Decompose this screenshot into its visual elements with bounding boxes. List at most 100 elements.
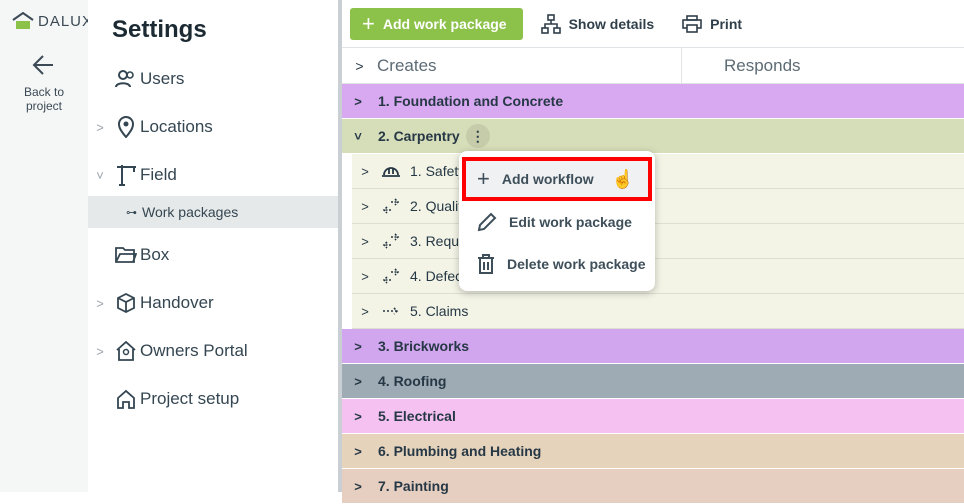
back-to-project-button[interactable]: Back to project — [0, 52, 88, 113]
chevron-right-icon[interactable]: > — [354, 93, 362, 109]
workflow-label: 5. Claims — [410, 303, 469, 319]
package-row[interactable]: >6. Plumbing and Heating — [342, 434, 964, 469]
more-vertical-icon[interactable]: ⋮ — [465, 124, 490, 148]
hand-cursor-icon: ☝ — [611, 168, 635, 189]
users-icon — [112, 70, 140, 88]
folder-open-icon — [112, 246, 140, 264]
context-menu: + Add workflow ☝ Edit work package Delete … — [459, 151, 655, 291]
workflow-label: 2. Quality — [410, 198, 470, 214]
add-work-package-button[interactable]: + Add work package — [350, 7, 523, 40]
button-label: Show details — [568, 15, 655, 32]
nav-item-box[interactable]: Box — [88, 239, 338, 271]
nav-item-project-setup[interactable]: Project setup — [88, 383, 338, 415]
exchange-icon — [378, 268, 404, 284]
nav-label: Owners Portal — [140, 341, 248, 360]
nav-label: Locations — [140, 117, 213, 136]
package-row[interactable]: ˅ 2. Carpentry ⋮ — [342, 119, 964, 154]
workflow-row[interactable]: >2. Quality — [352, 189, 964, 224]
chevron-right-icon[interactable]: > — [361, 233, 369, 249]
workflow-row[interactable]: >5. Claims — [352, 294, 964, 329]
chevron-right-icon[interactable]: > — [361, 198, 369, 214]
brand-name: DALUX — [38, 12, 94, 30]
column-headers: > Creates Responds — [342, 48, 964, 84]
printer-icon — [682, 14, 702, 33]
back-label: Back to project — [23, 85, 65, 113]
chevron-right-icon[interactable]: > — [361, 163, 369, 179]
package-label: 7. Painting — [378, 478, 449, 494]
chevron-right-icon[interactable]: > — [354, 373, 362, 389]
package-label: 4. Roofing — [378, 373, 447, 389]
button-label: Add work package — [382, 15, 507, 32]
plus-icon: + — [477, 166, 490, 191]
nav-item-field[interactable]: ˅ Field — [96, 164, 177, 186]
column-creates[interactable]: > Creates — [342, 48, 682, 83]
package-label: 1. Foundation and Concrete — [378, 93, 564, 109]
nav-label: Field — [140, 165, 177, 184]
package-label: 2. Carpentry — [378, 128, 460, 144]
nav-item-locations[interactable]: > Locations — [96, 116, 213, 138]
chevron-right-icon[interactable]: > — [354, 338, 362, 354]
nav-label: Project setup — [140, 389, 240, 408]
dalux-logo[interactable]: DALUX — [12, 12, 93, 30]
show-details-button[interactable]: Show details — [540, 13, 655, 34]
house-person-icon — [112, 341, 140, 361]
package-list: >1. Foundation and Concrete ˅ 2. Carpentry… — [342, 84, 964, 504]
crane-icon — [112, 164, 140, 186]
nav-label: Handover — [140, 293, 214, 312]
nav-item-work-packages[interactable]: ⊶ Work packages — [88, 196, 338, 228]
chevron-right-icon[interactable]: > — [355, 57, 364, 74]
nav-item-users[interactable]: Users — [88, 63, 338, 95]
menu-label: Edit work package — [509, 214, 632, 230]
location-pin-icon — [112, 116, 140, 138]
package-row[interactable]: >4. Roofing — [342, 364, 964, 399]
chevron-right-icon[interactable]: > — [361, 268, 369, 284]
chevron-down-icon[interactable]: ˅ — [354, 128, 362, 144]
home-icon — [112, 389, 140, 409]
workflow-row[interactable]: >3. Requests — [352, 224, 964, 259]
toolbar: + Add work package Show details Print — [342, 0, 964, 48]
settings-nav: Settings Users > Locations ˅ Field ⊶ Work p… — [88, 0, 338, 492]
nav-label: Work packages — [142, 204, 239, 220]
exchange-icon — [378, 233, 404, 249]
button-label: Print — [710, 15, 743, 32]
package-row[interactable]: >5. Electrical — [342, 399, 964, 434]
nav-item-owners-portal[interactable]: > Owners Portal — [96, 341, 248, 361]
nav-item-handover[interactable]: > Handover — [96, 293, 214, 313]
package-label: 5. Electrical — [378, 408, 456, 424]
package-row[interactable]: >3. Brickworks — [342, 329, 964, 364]
hierarchy-icon — [540, 13, 561, 34]
column-responds: Responds — [682, 48, 801, 83]
menu-label: Delete work package — [507, 256, 646, 272]
workflow-label: 1. Safety — [410, 163, 466, 179]
nav-label: Users — [140, 69, 185, 88]
column-label: Creates — [377, 55, 437, 75]
trash-icon — [478, 254, 494, 274]
pencil-icon — [477, 212, 497, 232]
package-row[interactable]: >7. Painting — [342, 469, 964, 504]
app-rail: DALUX Back to project — [0, 0, 92, 492]
nav-label: Box — [140, 245, 170, 264]
delete-work-package-menu-item[interactable]: Delete work package — [459, 243, 655, 285]
package-label: 3. Brickworks — [378, 338, 470, 354]
workflow-row[interactable]: >4. Defects — [352, 259, 964, 294]
box-icon — [112, 293, 140, 313]
print-button[interactable]: Print — [682, 14, 743, 33]
chevron-right-icon[interactable]: > — [354, 408, 362, 424]
package-label: 6. Plumbing and Heating — [378, 443, 542, 459]
edit-work-package-menu-item[interactable]: Edit work package — [459, 201, 655, 243]
workflow-row[interactable]: >1. Safety — [352, 154, 964, 189]
chevron-right-icon[interactable]: > — [354, 478, 362, 494]
menu-label: Add workflow — [501, 171, 594, 187]
work-packages-icon: ⊶ — [126, 206, 137, 219]
plus-icon: + — [362, 10, 375, 36]
chevron-right-icon[interactable]: > — [361, 303, 369, 319]
page-title: Settings — [112, 16, 207, 43]
panel-divider[interactable] — [338, 0, 342, 492]
chevron-right-icon[interactable]: > — [354, 443, 362, 459]
column-label: Responds — [724, 55, 801, 75]
logo-house-icon — [12, 12, 34, 29]
exchange-icon — [378, 198, 404, 214]
add-workflow-menu-item[interactable]: + Add workflow ☝ — [462, 157, 652, 201]
hard-hat-icon — [378, 163, 404, 179]
package-row[interactable]: >1. Foundation and Concrete — [342, 84, 964, 119]
